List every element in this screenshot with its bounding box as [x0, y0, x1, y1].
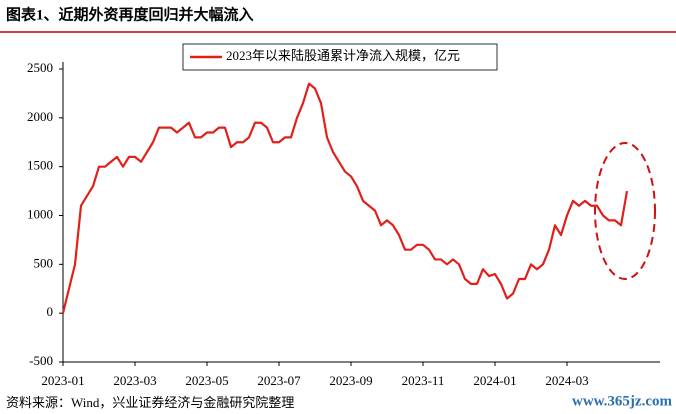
x-tick-label: 2023-07	[257, 373, 301, 388]
x-tick-label: 2023-01	[41, 373, 84, 388]
chart-title: 图表1、近期外资再度回归并大幅流入	[6, 5, 254, 23]
watermark: www.365jz.com	[572, 393, 672, 409]
x-tick-label: 2023-03	[113, 373, 156, 388]
x-tick-label: 2023-05	[185, 373, 228, 388]
x-tick-label: 2024-03	[545, 373, 588, 388]
y-tick-label: 2500	[27, 60, 53, 75]
x-tick-label: 2024-01	[473, 373, 516, 388]
y-tick-label: 500	[34, 255, 54, 270]
y-tick-label: 1500	[27, 158, 53, 173]
x-tick-label: 2023-09	[329, 373, 372, 388]
y-tick-label: 0	[47, 304, 54, 319]
x-tick-label: 2023-11	[402, 373, 445, 388]
data-line	[61, 82, 629, 314]
legend-box	[182, 43, 498, 71]
highlight-ellipse	[594, 142, 656, 280]
legend-label: 2023年以来陆股通累计净流入规模，亿元	[226, 48, 460, 63]
y-tick-label: -500	[29, 353, 53, 368]
source-note: 资料来源：Wind，兴业证券经济与金融研究院整理	[6, 395, 294, 410]
y-tick-label: 2000	[27, 109, 53, 124]
y-tick-label: 1000	[27, 206, 53, 221]
